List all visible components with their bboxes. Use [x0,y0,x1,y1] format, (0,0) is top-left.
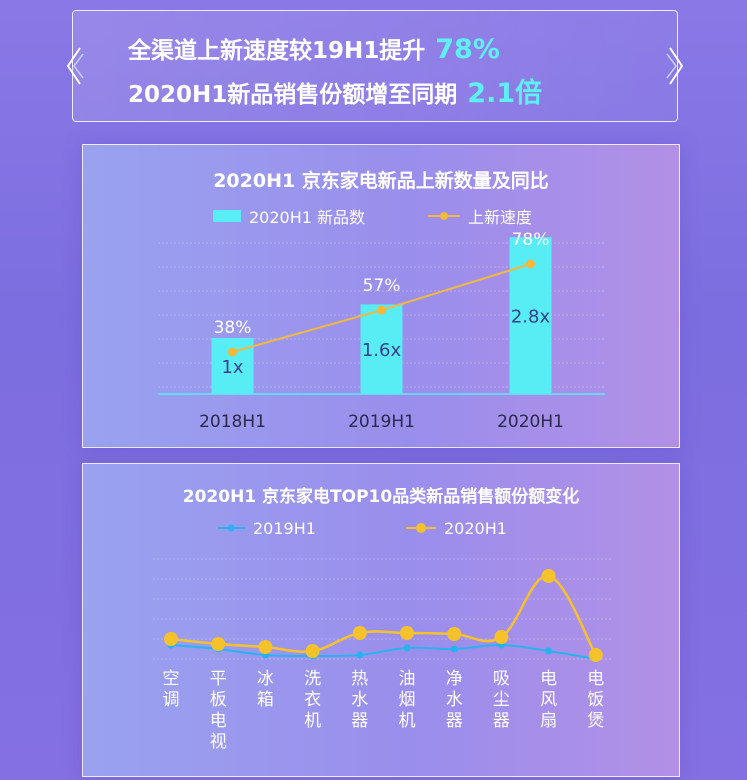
headline-line-2: 2020H1新品销售份额增至同期 2.1倍 [128,71,542,110]
x-tick-label: 空调 [163,669,180,710]
rate-point [526,259,535,269]
series-2020-point [164,632,178,646]
bar-value-label: 1.6x [362,340,402,361]
chart-2-x-axis: 空调 平板电视 冰箱 洗衣机 热水器 油烟机 净水器 吸尘器 电风扇 电饭煲 [163,669,605,752]
banner-left-ornament [66,47,84,85]
x-tick-label: 平板电视 [210,669,227,752]
chart-1-title: 2020H1 京东家电新品上新数量及同比 [213,169,549,192]
chart-2-title: 2020H1 京东家电TOP10品类新品销售额份额变化 [183,486,579,507]
headline-line-1-value: 78% [435,34,500,65]
chart-1-x-axis: 2018H1 2019H1 2020H1 [199,412,564,432]
series-2020-point [447,627,462,641]
new-products-chart-panel: 2020H1 京东家电新品上新数量及同比 2020H1 新品数 上新速度 1x 1… [82,144,680,448]
legend-bar-swatch [213,210,241,222]
headline-line-1: 全渠道上新速度较19H1提升 78% [128,31,500,65]
legend-2020-label: 2020H1 [444,519,507,538]
series-2019-point [356,651,364,659]
bar [360,304,403,394]
series-2019-point [403,644,411,652]
chart-1-rate-line: 38% 57% 78% [214,230,550,357]
x-tick-label: 2018H1 [199,412,266,432]
series-2020-point [494,630,509,644]
headline-line-1-text: 全渠道上新速度较19H1提升 [128,38,426,64]
rate-value-label: 57% [363,276,401,296]
legend-line-label: 上新速度 [468,208,532,227]
x-tick-label: 2019H1 [348,412,415,432]
legend-2019-marker [227,524,235,532]
new-products-chart: 2020H1 京东家电新品上新数量及同比 2020H1 新品数 上新速度 1x1… [158,169,605,432]
series-2020-point [258,640,273,654]
banner-right-ornament [666,47,684,85]
series-2019-point [450,645,458,653]
series-2020-line [170,574,597,656]
legend-2019-label: 2019H1 [253,519,316,538]
x-tick-label: 电饭煲 [587,669,604,731]
x-tick-label: 冰箱 [257,669,274,710]
headline-line-2-value: 2.1倍 [467,78,543,109]
chart-2-series-lines [164,569,603,663]
bar-value-label: 2.8x [511,307,551,328]
headline-line-2-text: 2020H1新品销售份额增至同期 [128,82,458,108]
rate-point [228,347,237,357]
x-tick-label: 洗衣机 [304,669,321,731]
legend-2020-marker [416,523,426,533]
series-2019-point [545,647,553,655]
rate-value-label: 38% [214,318,252,338]
sales-share-chart-panel: 2020H1 京东家电TOP10品类新品销售额份额变化 2019H1 2020H… [82,463,680,777]
legend-bar-label: 2020H1 新品数 [249,208,365,227]
chart-2-legend: 2019H1 2020H1 [218,519,507,538]
chart-1-bars: 1x 1.6x 2.8x [211,237,552,394]
bar-value-label: 1x [221,357,243,378]
rate-value-label: 78% [512,230,550,250]
series-2020-point [211,637,226,651]
x-tick-label: 热水器 [351,669,368,731]
x-tick-label: 油烟机 [399,669,416,731]
series-2020-point [400,626,414,640]
legend-line-marker [440,212,448,220]
x-tick-label: 吸尘器 [493,669,510,731]
x-tick-label: 净水器 [446,669,463,731]
sales-share-chart: 2020H1 京东家电TOP10品类新品销售额份额变化 2019H1 2020H… [153,486,613,752]
x-tick-label: 电风扇 [540,669,557,731]
series-2020-point [352,626,367,640]
x-tick-label: 2020H1 [497,412,564,432]
series-2019-line [170,643,596,660]
headline-banner: 全渠道上新速度较19H1提升 78% 2020H1新品销售份额增至同期 2.1倍 [72,10,678,122]
rate-point [377,305,386,315]
series-2020-point [588,648,603,662]
chart-2-gridlines [153,558,613,660]
series-2020-point [305,644,320,658]
chart-1-legend: 2020H1 新品数 上新速度 [213,208,532,227]
series-2020-point [541,569,556,583]
